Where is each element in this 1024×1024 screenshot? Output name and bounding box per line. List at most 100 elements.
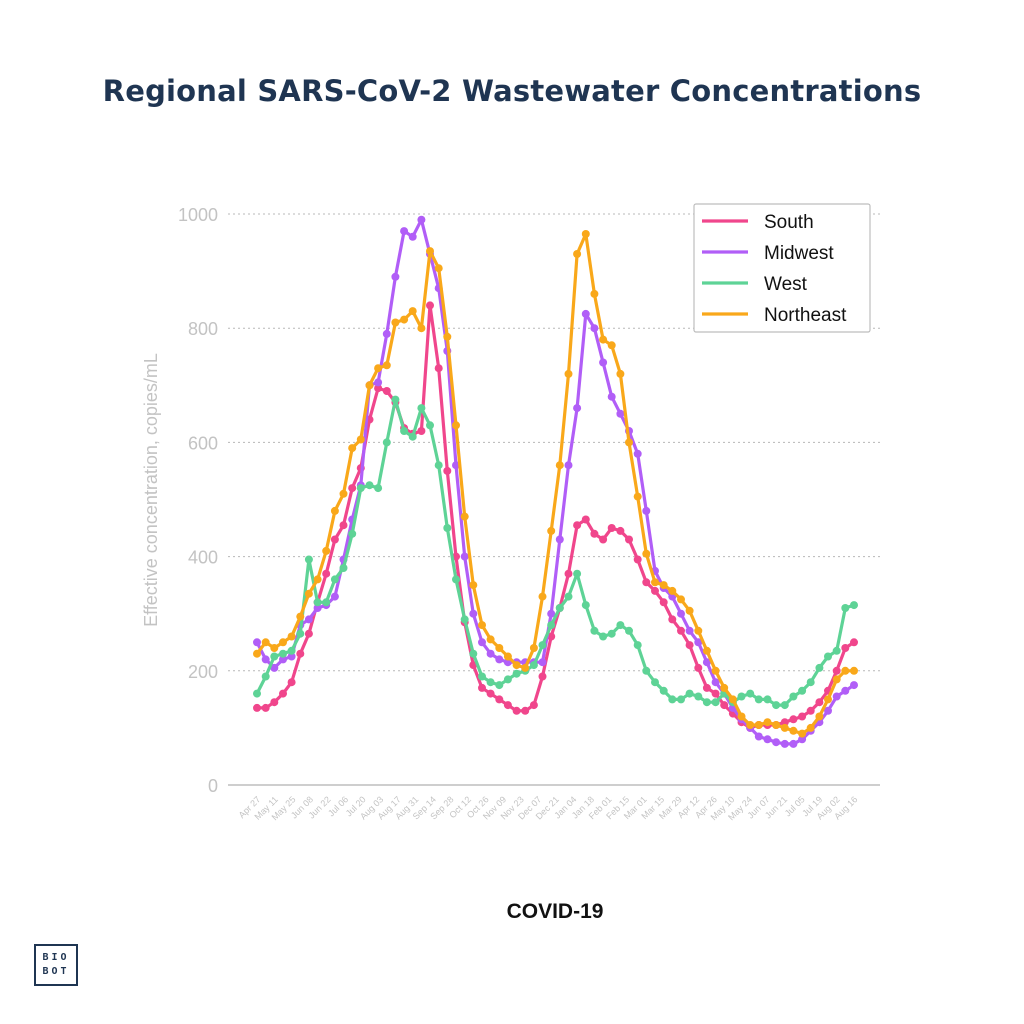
legend-label: Midwest [764,243,834,264]
data-point [547,526,556,535]
data-point [495,644,504,652]
data-point [339,521,348,530]
data-point [590,289,599,298]
data-point [486,635,495,644]
data-point [279,649,287,658]
data-point [711,678,720,687]
data-point [555,535,564,544]
data-point [469,649,478,658]
data-point [659,581,668,590]
data-point [261,638,270,647]
data-point [434,264,443,273]
data-point [296,612,305,621]
data-point [616,409,625,418]
data-point [426,421,434,430]
series-lines [253,215,858,748]
data-point [564,592,573,601]
footer-label: COVID-19 [506,900,604,923]
data-point [503,701,512,710]
data-point [754,732,763,741]
data-point [279,638,287,647]
data-point [728,695,737,704]
data-point [599,358,608,367]
chart-title: Regional SARS-CoV-2 Wastewater Concentra… [102,74,922,108]
data-point [702,683,711,692]
data-point [772,738,781,747]
legend: South Midwest West Northeast [693,203,871,333]
data-point [408,307,417,316]
data-point [555,461,564,470]
data-point [685,626,694,635]
data-point [832,666,841,675]
data-point [261,703,270,712]
data-point [538,592,547,601]
data-point [443,332,452,341]
data-point [754,721,763,729]
data-point [486,649,495,658]
data-point [573,404,582,413]
series-west [253,395,858,710]
data-point [599,632,608,641]
data-point [651,578,659,587]
data-point [685,606,694,615]
data-point [659,686,668,695]
data-point [261,655,270,664]
data-point [850,638,858,647]
series-line [255,398,856,707]
data-point [304,629,313,638]
data-point [599,335,608,344]
data-point [503,652,512,661]
data-point [452,575,460,584]
data-point [702,698,711,707]
data-point [365,481,374,490]
data-point [253,689,261,698]
data-point [581,309,590,318]
data-point [512,669,521,678]
data-point [495,681,504,690]
series-line [255,232,856,736]
data-point [253,649,261,658]
data-point [374,378,383,387]
y-tick-label: 600 [188,433,218,453]
data-point [253,638,261,647]
data-point [478,683,486,692]
data-point [417,215,426,224]
y-axis-label: Effective concentration, copies/mL [141,353,161,627]
data-point [330,535,339,544]
data-point [417,404,426,413]
data-point [607,392,616,401]
data-point [633,492,642,501]
data-point [625,626,633,635]
data-point [573,250,582,258]
data-point [789,739,798,748]
data-point [841,666,850,675]
y-tick-label: 200 [188,662,218,682]
data-point [668,695,677,704]
series-northeast [253,230,858,738]
data-point [555,604,564,612]
data-point [633,555,642,564]
data-point [495,655,504,664]
data-point [798,686,807,695]
data-point [547,621,556,630]
data-point [694,638,703,647]
data-point [581,601,590,610]
data-point [469,581,478,590]
data-point [313,598,322,607]
data-point [426,247,434,256]
data-point [469,609,478,618]
data-point [253,703,261,712]
data-point [304,615,313,624]
data-point [547,632,556,641]
data-point [772,721,781,729]
data-point [408,232,417,241]
y-tick-labels: 0 200 400 600 800 1000 [178,205,218,796]
data-point [400,315,409,324]
data-point [677,595,685,604]
y-tick-label: 400 [188,548,218,568]
data-point [400,227,409,236]
data-point [590,626,599,635]
data-point [642,578,651,587]
data-point [287,646,296,655]
data-point [694,626,703,635]
